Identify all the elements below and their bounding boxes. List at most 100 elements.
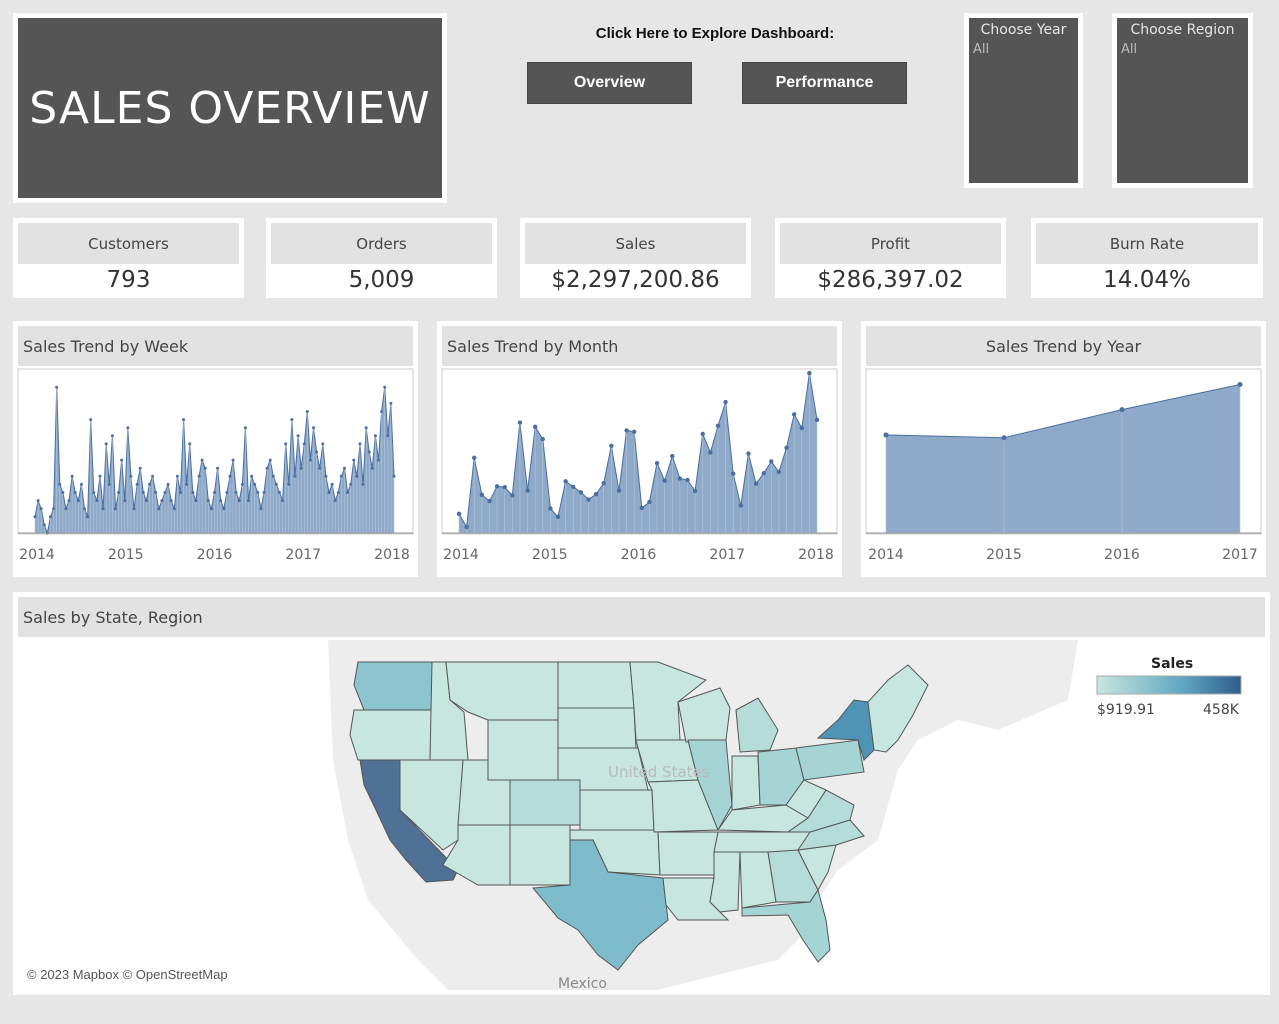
data-point[interactable] (389, 401, 393, 405)
data-point[interactable] (61, 491, 65, 494)
data-point[interactable] (188, 442, 192, 446)
data-point[interactable] (494, 484, 500, 489)
data-point[interactable] (776, 469, 782, 475)
data-point[interactable] (277, 491, 281, 494)
data-point[interactable] (132, 507, 136, 511)
data-point[interactable] (339, 474, 343, 478)
data-point[interactable] (262, 491, 266, 494)
data-point[interactable] (377, 458, 381, 462)
state-minnesota[interactable] (629, 661, 708, 741)
data-point[interactable] (753, 481, 759, 486)
data-point[interactable] (555, 514, 561, 520)
data-point[interactable] (352, 458, 356, 462)
data-point[interactable] (670, 453, 675, 459)
data-point[interactable] (662, 478, 667, 483)
data-point[interactable] (517, 420, 523, 425)
data-point[interactable] (52, 507, 56, 511)
data-point[interactable] (358, 442, 362, 446)
data-point[interactable] (746, 451, 751, 456)
data-point[interactable] (185, 482, 189, 486)
data-point[interactable] (791, 412, 797, 417)
data-point[interactable] (216, 466, 220, 470)
data-point[interactable] (293, 474, 297, 478)
data-point[interactable] (191, 491, 195, 494)
data-point[interactable] (200, 458, 204, 462)
data-point[interactable] (1237, 382, 1243, 388)
data-point[interactable] (259, 507, 263, 511)
data-point[interactable] (510, 493, 515, 498)
year-filter[interactable]: Choose Year All (964, 13, 1083, 188)
data-point[interactable] (383, 385, 387, 389)
data-point[interactable] (456, 511, 462, 516)
data-point[interactable] (578, 490, 584, 495)
data-point[interactable] (243, 426, 247, 430)
data-point[interactable] (571, 484, 576, 490)
overview-button[interactable]: Overview (527, 62, 692, 104)
data-point[interactable] (305, 410, 309, 413)
region-filter[interactable]: Choose Region All (1112, 13, 1253, 188)
data-point[interactable] (98, 474, 102, 478)
state-missouri[interactable] (647, 779, 719, 833)
data-point[interactable] (715, 423, 721, 428)
week-trend-chart[interactable]: 2014 2015 2016 2017 2018 (13, 321, 418, 577)
data-point[interactable] (563, 479, 568, 484)
data-point[interactable] (58, 482, 62, 486)
data-point[interactable] (723, 399, 728, 405)
data-point[interactable] (281, 499, 285, 503)
data-point[interactable] (206, 499, 210, 503)
data-point[interactable] (92, 491, 96, 494)
data-point[interactable] (349, 482, 353, 486)
data-point[interactable] (175, 474, 179, 478)
state-oregon[interactable] (349, 709, 433, 761)
data-point[interactable] (76, 499, 80, 503)
data-point[interactable] (392, 474, 396, 478)
data-point[interactable] (39, 507, 43, 511)
data-point[interactable] (160, 499, 164, 503)
data-point[interactable] (42, 523, 46, 527)
data-point[interactable] (163, 491, 167, 494)
data-point[interactable] (647, 499, 652, 505)
data-point[interactable] (284, 442, 288, 446)
data-point[interactable] (268, 458, 272, 462)
data-point[interactable] (253, 482, 257, 486)
data-point[interactable] (79, 482, 83, 486)
data-point[interactable] (290, 418, 294, 422)
data-point[interactable] (110, 434, 114, 438)
data-point[interactable] (166, 482, 170, 486)
data-point[interactable] (182, 418, 186, 422)
data-point[interactable] (367, 450, 371, 454)
data-point[interactable] (302, 442, 306, 446)
data-point[interactable] (123, 499, 127, 503)
data-point[interactable] (336, 491, 340, 494)
data-point[interactable] (342, 466, 346, 470)
data-point[interactable] (250, 474, 254, 478)
state-nevada[interactable] (399, 759, 464, 851)
data-point[interactable] (55, 385, 59, 389)
data-point[interactable] (464, 524, 469, 530)
data-point[interactable] (107, 482, 111, 486)
data-point[interactable] (330, 482, 334, 486)
data-point[interactable] (487, 498, 492, 504)
data-point[interactable] (601, 480, 606, 486)
state-north-dakota[interactable] (557, 661, 635, 709)
data-point[interactable] (83, 507, 87, 511)
state-indiana[interactable] (731, 755, 761, 811)
data-point[interactable] (126, 426, 130, 430)
data-point[interactable] (540, 436, 545, 442)
data-point[interactable] (287, 482, 291, 486)
data-point[interactable] (129, 474, 133, 478)
data-point[interactable] (586, 497, 591, 502)
data-point[interactable] (315, 450, 319, 454)
data-point[interactable] (373, 434, 377, 438)
data-point[interactable] (172, 507, 176, 511)
data-point[interactable] (73, 491, 77, 494)
data-point[interactable] (151, 474, 155, 478)
month-trend-chart[interactable]: 2014 2015 2016 2017 2018 (437, 321, 842, 577)
state-new-england[interactable] (867, 664, 929, 753)
data-point[interactable] (89, 418, 93, 422)
state-pennsylvania[interactable] (795, 739, 865, 781)
region-filter-value[interactable]: All (1121, 42, 1138, 57)
data-point[interactable] (472, 455, 477, 461)
data-point[interactable] (321, 442, 325, 446)
data-point[interactable] (209, 507, 213, 511)
